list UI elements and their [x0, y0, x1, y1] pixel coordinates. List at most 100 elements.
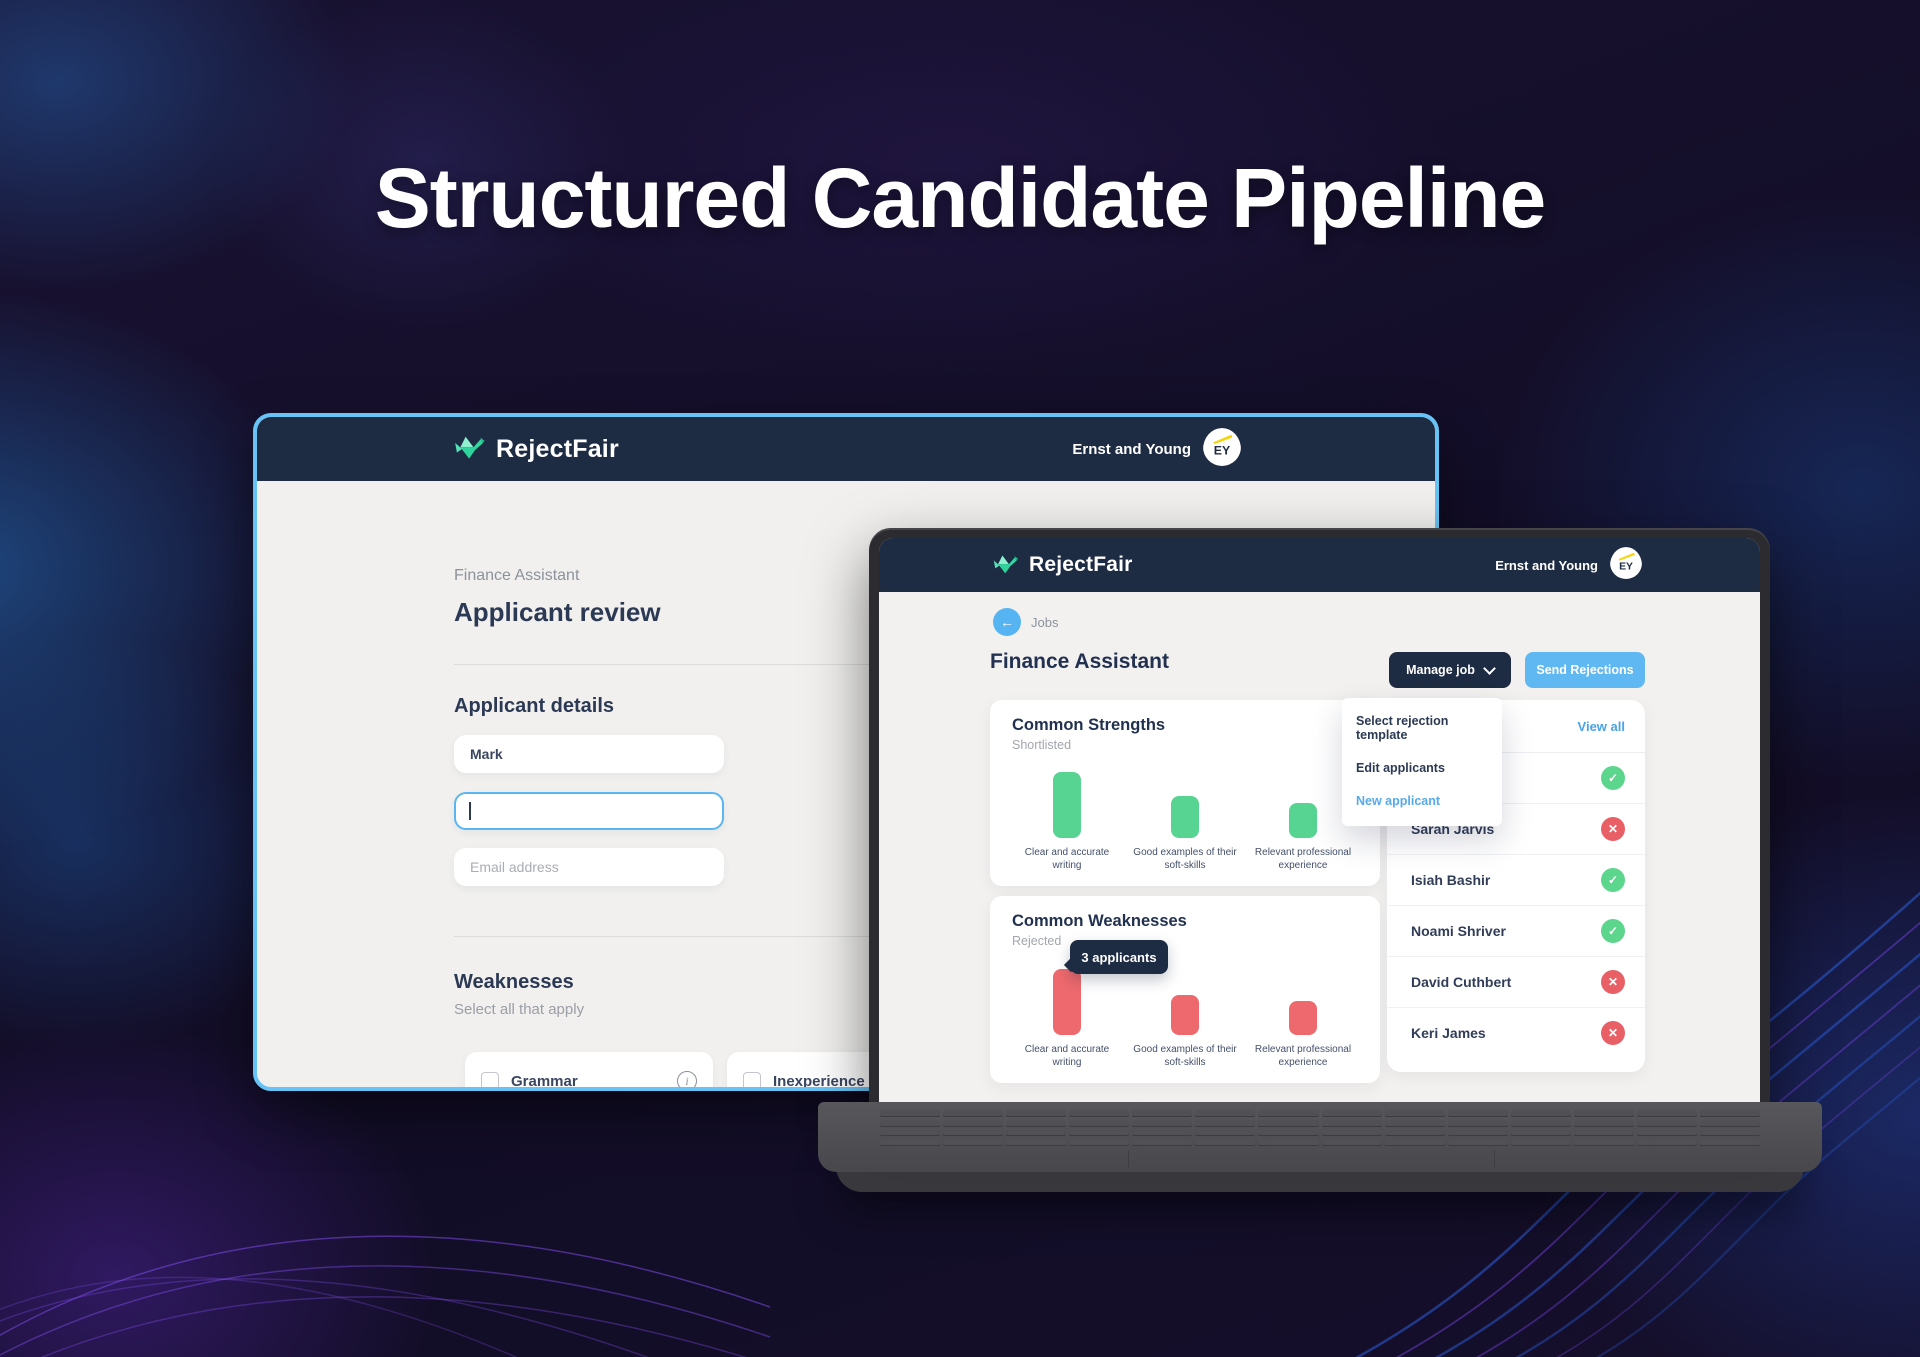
bar [1053, 969, 1081, 1035]
back-button[interactable]: ← [993, 608, 1021, 636]
view-all-link[interactable]: View all [1577, 718, 1625, 734]
status-icon [1601, 1021, 1625, 1045]
keyboard-key [943, 1110, 1004, 1117]
bar-tooltip: 3 applicants [1070, 940, 1168, 974]
keyboard-key [1447, 1129, 1508, 1137]
card-subtitle: Shortlisted [1012, 738, 1072, 752]
applicant-row[interactable]: David Cuthbert [1387, 957, 1645, 1008]
keyboard-key [1069, 1139, 1130, 1146]
laptop-keyboard-deck [818, 1102, 1822, 1172]
keyboard-key [1699, 1119, 1760, 1127]
keyboard-key [1321, 1139, 1382, 1146]
keyboard-key [1447, 1119, 1508, 1127]
keyboard-key [1006, 1110, 1067, 1117]
keyboard-key [943, 1119, 1004, 1127]
keyboard-key [1573, 1110, 1634, 1117]
keyboard-key [1132, 1139, 1193, 1146]
svg-text:EY: EY [1214, 443, 1231, 457]
applicant-row[interactable]: Keri James [1387, 1008, 1645, 1058]
dashboard-body: ← Jobs Finance Assistant Manage job Send… [879, 592, 1760, 1106]
keyboard-key [880, 1129, 941, 1137]
back-row: ← Jobs [993, 608, 1058, 636]
keyboard-key [1195, 1139, 1256, 1146]
account-chip: Ernst and Young EY [1495, 546, 1642, 584]
keyboard-key [1195, 1129, 1256, 1137]
keyboard-key [1006, 1139, 1067, 1146]
back-label: Jobs [1031, 614, 1059, 630]
email-input[interactable] [454, 848, 724, 886]
manage-job-menu: Select rejection template Edit applicant… [1342, 698, 1502, 826]
info-icon[interactable]: i [677, 1071, 697, 1087]
keyboard-key [1384, 1119, 1445, 1127]
keyboard-key [1384, 1110, 1445, 1117]
email-field [454, 848, 724, 886]
bar [1171, 796, 1199, 838]
common-weaknesses-card: Common Weaknesses Rejected 3 applicants … [990, 896, 1380, 1083]
job-label: Finance Assistant [454, 567, 580, 584]
menu-item[interactable]: New applicant [1356, 794, 1488, 808]
keyboard-key [1384, 1139, 1445, 1146]
common-strengths-card: Common Strengths Shortlisted Clear and a… [990, 700, 1380, 886]
applicant-name: Noami Shriver [1411, 923, 1506, 939]
keyboard-key [1510, 1139, 1571, 1146]
brand-logo: RejectFair [993, 553, 1133, 577]
laptop-screen: RejectFair Ernst and Young EY ← Jobs Fin… [869, 528, 1770, 1106]
weaknesses-heading: Weaknesses [454, 971, 574, 993]
applicants-card-header: View all [1387, 700, 1645, 753]
first-name-input[interactable] [454, 735, 724, 773]
bar [1053, 772, 1081, 838]
last-name-input[interactable] [454, 792, 724, 830]
chevron-down-icon [1483, 661, 1496, 675]
bar-label: Clear and accurate writing [1024, 1044, 1110, 1068]
arrow-left-icon: ← [1000, 614, 1014, 630]
menu-item[interactable]: Edit applicants [1356, 761, 1488, 775]
keyboard-key [880, 1110, 941, 1117]
manage-job-button[interactable]: Manage job [1389, 652, 1511, 688]
card-title: Common Weaknesses [1012, 912, 1187, 930]
bar [1289, 803, 1317, 838]
keyboard-key [1636, 1139, 1697, 1146]
page-title: Structured Candidate Pipeline [374, 151, 1547, 245]
keyboard-key [1510, 1110, 1571, 1117]
status-icon [1601, 868, 1625, 892]
bar-column: Good examples of their soft-skills [1126, 796, 1244, 872]
status-icon [1601, 919, 1625, 943]
bar-label: Clear and accurate writing [1024, 847, 1110, 871]
keyboard-key [1573, 1139, 1634, 1146]
bar-column: Relevant professional experience [1244, 803, 1362, 872]
bar-column: Relevant professional experience [1244, 1001, 1362, 1069]
checkbox-icon[interactable] [743, 1072, 761, 1087]
checkbox-icon[interactable] [481, 1072, 499, 1087]
trackpad-edge [1494, 1150, 1495, 1168]
weakness-option[interactable]: Grammar i [465, 1052, 713, 1090]
applicant-name: David Cuthbert [1411, 974, 1512, 990]
menu-item[interactable]: Select rejection template [1356, 714, 1488, 742]
keyboard-key [1006, 1119, 1067, 1127]
weakness-option-label: Grammar [511, 1072, 578, 1090]
org-name: Ernst and Young [1495, 557, 1598, 573]
keyboard-key [1321, 1129, 1382, 1137]
keyboard-key [1510, 1119, 1571, 1127]
applicant-row[interactable]: Noami Shriver [1387, 906, 1645, 957]
send-rejections-button[interactable]: Send Rejections [1525, 652, 1645, 688]
job-title: Finance Assistant [990, 650, 1169, 673]
avatar[interactable]: EY [1610, 546, 1642, 584]
manage-job-label: Manage job [1406, 663, 1475, 677]
text-caret [469, 802, 471, 820]
applicant-row[interactable] [1387, 753, 1645, 804]
avatar[interactable]: EY [1203, 427, 1241, 471]
keyboard-key [1321, 1119, 1382, 1127]
bar-label: Good examples of their soft-skills [1133, 847, 1237, 871]
keyboard-key [1069, 1129, 1130, 1137]
weaknesses-subtitle: Select all that apply [454, 1001, 585, 1018]
laptop-keyboard [880, 1110, 1760, 1146]
bar [1171, 995, 1199, 1035]
job-actions: Manage job Send Rejections [1389, 652, 1645, 688]
keyboard-key [1699, 1110, 1760, 1117]
keyboard-key [1699, 1129, 1760, 1137]
applicant-row[interactable]: Isiah Bashir [1387, 855, 1645, 906]
applicant-name: Isiah Bashir [1411, 872, 1491, 888]
keyboard-key [1384, 1129, 1445, 1137]
bar [1289, 1001, 1317, 1035]
brand-logo: RejectFair [454, 435, 619, 464]
